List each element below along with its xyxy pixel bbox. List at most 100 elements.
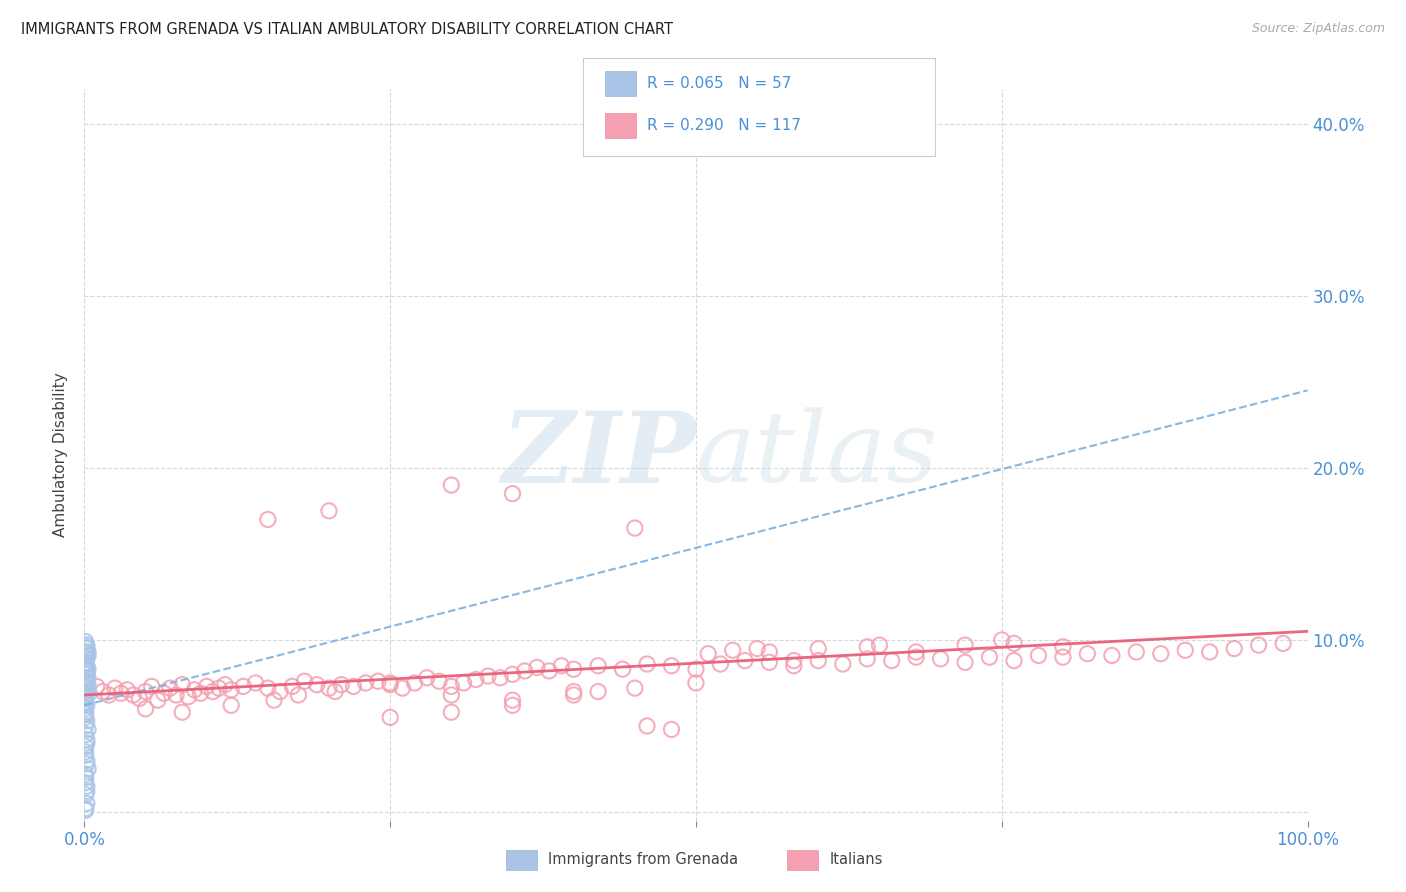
Point [526, 660, 548, 674]
Point [77, 645, 100, 659]
Text: R = 0.065   N = 57: R = 0.065 N = 57 [647, 77, 792, 91]
Point [75, 801, 97, 815]
Point [1002, 654, 1025, 668]
Point [342, 680, 364, 694]
Point [1076, 647, 1098, 661]
Point [76, 652, 98, 666]
Point [172, 678, 194, 692]
Point [685, 676, 707, 690]
Point [1125, 645, 1147, 659]
Point [929, 652, 952, 666]
Point [75, 739, 97, 754]
Point [77, 648, 100, 663]
Point [75, 640, 97, 654]
Point [440, 688, 463, 702]
Point [636, 719, 658, 733]
Point [562, 662, 585, 676]
Point [172, 705, 194, 719]
Point [76, 736, 98, 750]
Point [1150, 647, 1173, 661]
Point [97, 688, 120, 702]
Point [75, 728, 97, 742]
Point [269, 684, 291, 698]
Point [86, 680, 108, 694]
Point [75, 706, 97, 721]
Point [636, 657, 658, 671]
Point [190, 686, 212, 700]
Point [75, 710, 97, 724]
Point [75, 645, 97, 659]
Point [115, 682, 138, 697]
Point [502, 667, 524, 681]
Point [880, 654, 903, 668]
Point [75, 771, 97, 785]
Point [612, 662, 634, 676]
Point [856, 652, 879, 666]
Point [75, 745, 97, 759]
Point [214, 678, 236, 692]
Point [807, 654, 830, 668]
Point [453, 676, 475, 690]
Point [263, 693, 285, 707]
Point [75, 634, 97, 648]
Point [440, 680, 463, 694]
Point [76, 732, 98, 747]
Text: ZIP: ZIP [501, 407, 696, 503]
Point [75, 647, 97, 661]
Text: Source: ZipAtlas.com: Source: ZipAtlas.com [1251, 22, 1385, 36]
Point [856, 640, 879, 654]
Point [305, 678, 328, 692]
Text: Immigrants from Grenada: Immigrants from Grenada [548, 853, 738, 867]
Point [153, 686, 176, 700]
Text: R = 0.290   N = 117: R = 0.290 N = 117 [647, 119, 801, 133]
Point [76, 671, 98, 685]
Point [513, 664, 536, 678]
Point [75, 688, 97, 702]
Point [77, 678, 100, 692]
Point [76, 641, 98, 656]
Point [624, 521, 647, 535]
Point [380, 710, 402, 724]
Point [758, 645, 780, 659]
Point [1028, 648, 1050, 663]
Point [586, 658, 609, 673]
Point [1052, 650, 1074, 665]
Point [201, 684, 224, 698]
Point [318, 504, 340, 518]
Point [76, 638, 98, 652]
Point [624, 681, 647, 695]
Point [330, 678, 353, 692]
Point [77, 662, 100, 676]
Point [75, 803, 97, 817]
Point [75, 702, 97, 716]
Point [380, 676, 402, 690]
Point [294, 674, 316, 689]
Point [219, 698, 242, 713]
Point [75, 657, 97, 671]
Point [905, 645, 928, 659]
Point [159, 681, 181, 695]
Point [257, 512, 280, 526]
Point [281, 680, 304, 694]
Point [477, 669, 499, 683]
Point [76, 779, 98, 793]
Point [177, 690, 200, 704]
Point [562, 688, 585, 702]
Point [135, 684, 157, 698]
Point [76, 714, 98, 728]
Point [146, 693, 169, 707]
Point [287, 688, 309, 702]
Point [75, 748, 97, 763]
Point [110, 686, 132, 700]
Point [427, 674, 450, 689]
Point [76, 756, 98, 771]
Point [1002, 636, 1025, 650]
Point [440, 705, 463, 719]
Point [76, 684, 98, 698]
Point [91, 684, 114, 698]
Point [75, 776, 97, 790]
Point [75, 691, 97, 706]
Point [76, 753, 98, 767]
Point [1223, 641, 1246, 656]
Point [195, 680, 218, 694]
